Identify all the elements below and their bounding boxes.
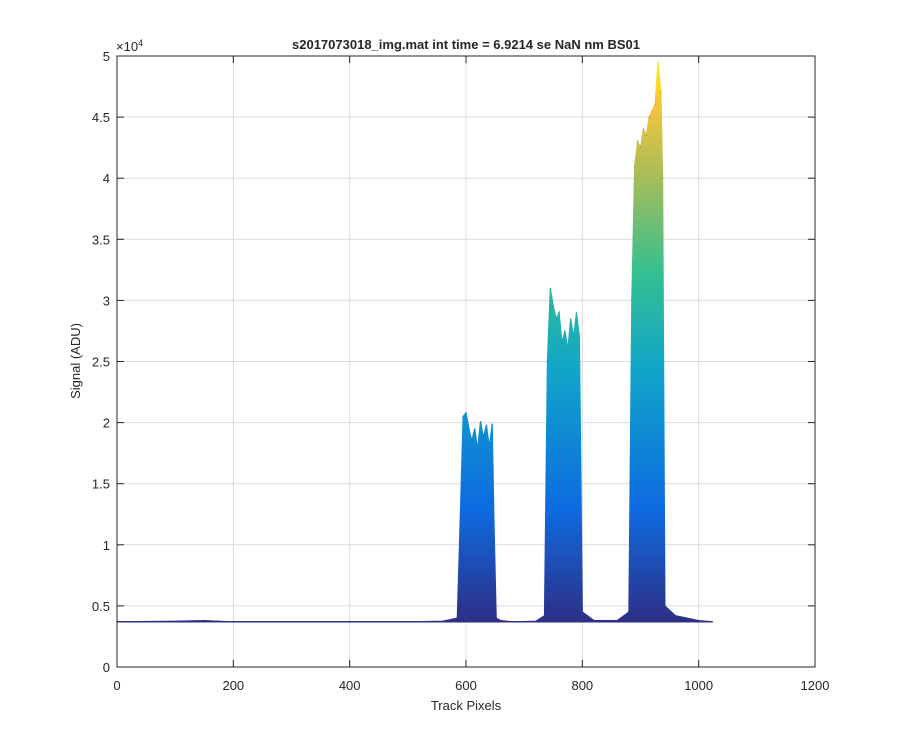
data-point [488, 446, 490, 448]
data-point [468, 428, 470, 430]
x-axis-label: Track Pixels [431, 698, 502, 713]
x-tick-label: 1200 [801, 678, 830, 693]
grid [117, 56, 815, 667]
y-tick-label: 0 [103, 660, 110, 675]
x-axis: 0 200 400 600 800 1000 1200 [113, 56, 829, 693]
data-point [651, 110, 653, 112]
data-point [479, 420, 482, 422]
data-point [549, 287, 551, 289]
data-point [555, 318, 557, 320]
data-point [674, 615, 677, 617]
data-point [581, 611, 583, 613]
data-point [495, 617, 497, 619]
data-point [558, 312, 560, 314]
y-exponent-label: ×104 [116, 38, 143, 54]
data-point [642, 128, 645, 130]
data-point [485, 424, 487, 426]
data-layer [117, 61, 714, 623]
data-point [631, 299, 633, 301]
y-tick-label: 0.5 [92, 599, 110, 614]
data-point [552, 305, 554, 308]
x-tick-label: 600 [455, 678, 477, 693]
data-point [639, 147, 642, 149]
y-axis-label: Signal (ADU) [68, 323, 83, 399]
x-tick-label: 200 [222, 678, 244, 693]
data-point [578, 336, 581, 338]
data-point [575, 312, 578, 314]
y-tick-label: 2 [103, 416, 110, 431]
data-point [567, 348, 569, 350]
data-point [491, 423, 493, 425]
data-point [459, 519, 461, 521]
x-tick-label: 0 [113, 678, 120, 693]
y-tick-label: 2.5 [92, 355, 110, 370]
data-point [645, 134, 647, 137]
y-tick-label: 5 [103, 49, 110, 64]
data-point [654, 104, 656, 106]
data-point [698, 619, 700, 622]
data-point [660, 92, 662, 94]
data-point [203, 619, 205, 622]
data-point [543, 615, 546, 617]
data-point [477, 448, 479, 451]
y-tick-label: 1.5 [92, 477, 110, 492]
data-point [546, 360, 549, 363]
y-exponent-power: 4 [138, 38, 143, 48]
y-tick-label: 3 [103, 293, 110, 308]
x-tick-label: 400 [339, 678, 361, 693]
x-tick-label: 1000 [684, 678, 713, 693]
y-tick-label: 4 [103, 171, 110, 186]
data-point [657, 61, 659, 63]
signal-area [117, 62, 713, 622]
data-point [636, 140, 639, 143]
data-point [648, 116, 650, 118]
data-point [664, 605, 666, 607]
data-point [573, 336, 575, 338]
x-tick-label: 800 [571, 678, 593, 693]
chart-title: s2017073018_img.mat int time = 6.9214 se… [292, 37, 640, 52]
data-point [465, 412, 467, 414]
y-axis: 0 0.5 1 1.5 2 2.5 3 3.5 4 4.5 5 [92, 49, 815, 675]
data-point [564, 330, 566, 332]
data-point [462, 415, 464, 418]
data-point [471, 440, 473, 442]
data-point [593, 619, 595, 622]
y-tick-label: 1 [103, 538, 110, 553]
signal-line [117, 62, 713, 623]
y-tick-label: 3.5 [92, 232, 110, 247]
data-point [456, 617, 458, 619]
data-point [616, 619, 618, 622]
y-tick-label: 4.5 [92, 110, 110, 125]
data-point [662, 177, 664, 179]
data-point [474, 428, 476, 430]
data-point [561, 342, 563, 344]
data-point [634, 165, 636, 167]
data-point [500, 619, 502, 622]
data-point [570, 318, 572, 320]
data-point [482, 436, 485, 438]
data-point [493, 519, 495, 521]
data-point [628, 611, 630, 613]
